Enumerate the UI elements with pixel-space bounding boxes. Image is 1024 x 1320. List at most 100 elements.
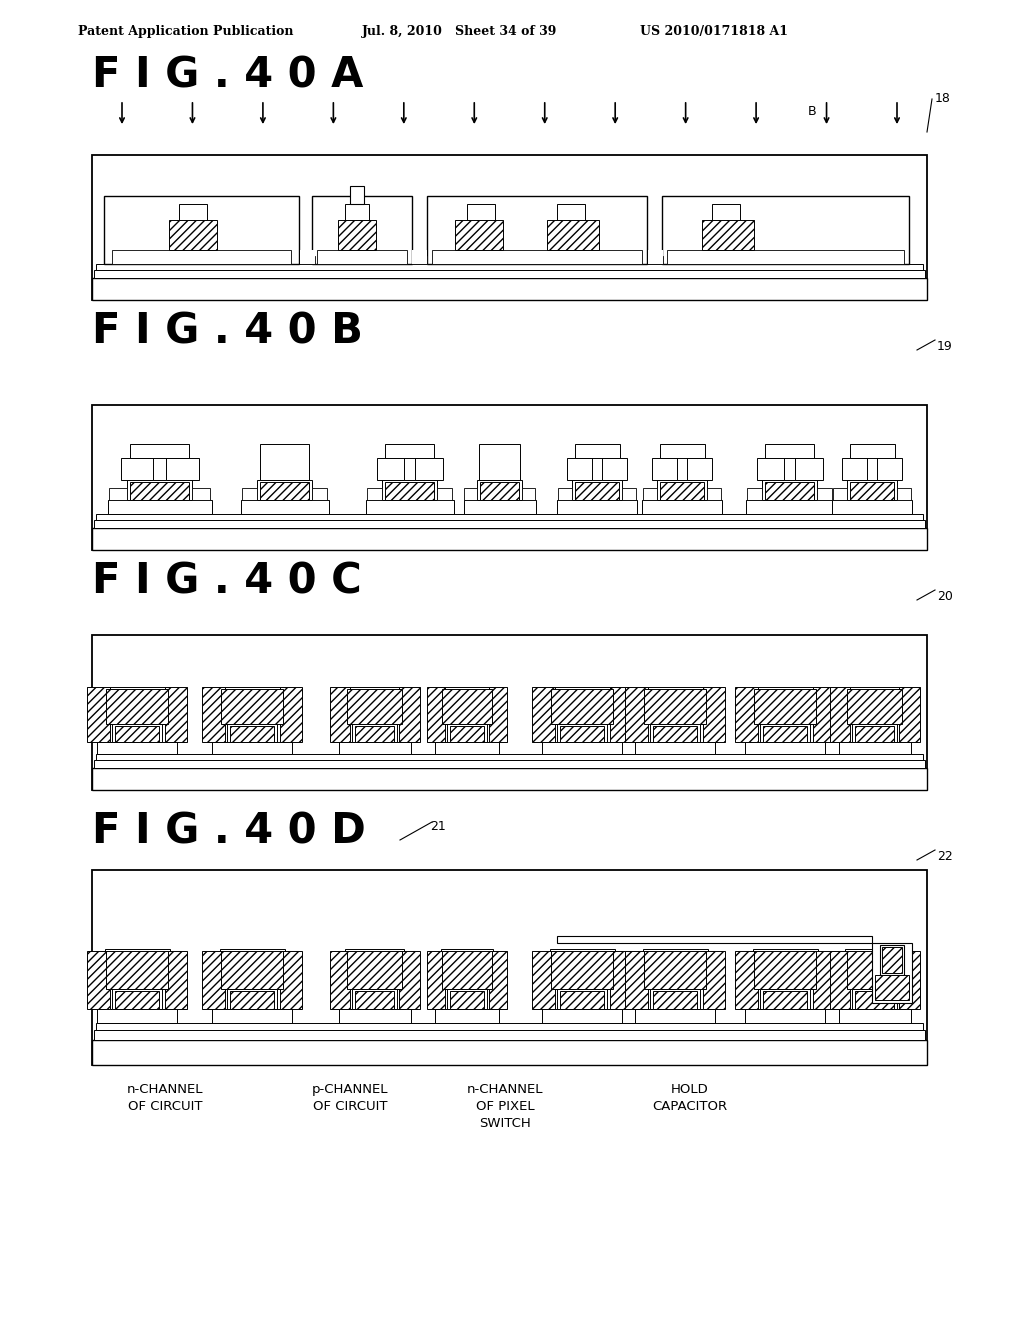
Bar — [687, 458, 712, 480]
Bar — [441, 686, 493, 723]
Bar — [96, 754, 923, 760]
Bar — [745, 1008, 825, 1023]
Bar — [812, 686, 835, 742]
Bar — [754, 950, 816, 989]
Bar — [833, 488, 847, 500]
Bar — [650, 723, 700, 742]
Bar — [300, 256, 315, 264]
Bar — [97, 1008, 177, 1023]
Bar — [839, 1008, 910, 1023]
Bar — [312, 195, 412, 264]
Bar — [845, 949, 904, 989]
Bar — [644, 950, 706, 989]
Bar — [94, 271, 925, 279]
Text: F I G . 4 0 D: F I G . 4 0 D — [92, 810, 366, 851]
Bar — [339, 742, 411, 754]
Bar — [650, 989, 700, 1008]
Bar — [648, 249, 663, 264]
Text: B: B — [808, 106, 816, 117]
Bar — [106, 950, 168, 989]
Bar — [415, 458, 442, 480]
Bar — [442, 689, 492, 723]
Bar — [227, 989, 278, 1008]
Bar — [92, 279, 927, 300]
Bar — [842, 458, 867, 480]
Bar — [112, 989, 162, 1008]
Bar — [653, 991, 697, 1008]
Bar — [96, 264, 923, 271]
Bar — [855, 991, 894, 1008]
Bar — [532, 686, 555, 742]
Bar — [346, 950, 402, 989]
Bar — [355, 991, 394, 1008]
Bar — [625, 686, 647, 742]
Bar — [882, 946, 902, 973]
Bar — [479, 444, 520, 480]
Bar — [355, 726, 394, 742]
Text: F I G . 4 0 B: F I G . 4 0 B — [92, 310, 362, 352]
Bar — [202, 686, 224, 742]
Bar — [127, 480, 193, 500]
Bar — [754, 689, 816, 723]
Bar — [92, 405, 927, 550]
Bar — [435, 742, 499, 754]
Bar — [317, 249, 407, 264]
Bar — [345, 205, 369, 220]
Bar — [557, 723, 607, 742]
Bar — [412, 256, 427, 264]
Bar — [745, 500, 834, 513]
Bar — [795, 458, 822, 480]
Bar — [522, 488, 535, 500]
Bar — [560, 991, 604, 1008]
Bar — [874, 975, 909, 1001]
Text: Jul. 8, 2010   Sheet 34 of 39: Jul. 8, 2010 Sheet 34 of 39 — [362, 25, 557, 38]
Bar — [542, 742, 622, 754]
Bar — [659, 444, 705, 458]
Bar — [94, 1030, 925, 1040]
Bar — [765, 482, 814, 500]
Bar — [847, 689, 902, 723]
Bar — [560, 726, 604, 742]
Bar — [817, 488, 833, 500]
Text: 20: 20 — [937, 590, 953, 603]
Bar — [96, 1023, 923, 1030]
Bar — [557, 989, 607, 1008]
Text: p-CHANNEL
OF CIRCUIT: p-CHANNEL OF CIRCUIT — [311, 1082, 388, 1113]
Bar — [850, 444, 895, 458]
Bar — [609, 950, 632, 1008]
Bar — [464, 500, 536, 513]
Bar — [212, 1008, 292, 1023]
Bar — [831, 500, 912, 513]
Bar — [280, 686, 302, 742]
Bar — [385, 482, 434, 500]
Bar — [702, 686, 725, 742]
Bar — [219, 949, 285, 989]
Bar — [104, 195, 299, 264]
Bar — [855, 726, 894, 742]
Bar — [230, 726, 274, 742]
Bar — [558, 488, 572, 500]
Bar — [280, 950, 302, 1008]
Bar — [427, 195, 647, 264]
Bar — [169, 220, 217, 249]
Bar — [660, 482, 705, 500]
Bar — [557, 205, 585, 220]
Bar — [260, 444, 309, 480]
Bar — [227, 723, 278, 742]
Bar — [221, 950, 283, 989]
Bar — [467, 205, 495, 220]
Bar — [112, 723, 162, 742]
Bar — [219, 686, 285, 723]
Bar — [712, 205, 740, 220]
Bar — [489, 950, 507, 1008]
Bar — [241, 500, 329, 513]
Bar — [644, 689, 706, 723]
Bar — [447, 989, 487, 1008]
Bar — [193, 488, 210, 500]
Bar — [760, 723, 810, 742]
Bar — [550, 686, 614, 723]
Bar — [702, 950, 725, 1008]
Bar — [852, 723, 897, 742]
Bar — [702, 220, 754, 249]
Bar — [87, 686, 110, 742]
